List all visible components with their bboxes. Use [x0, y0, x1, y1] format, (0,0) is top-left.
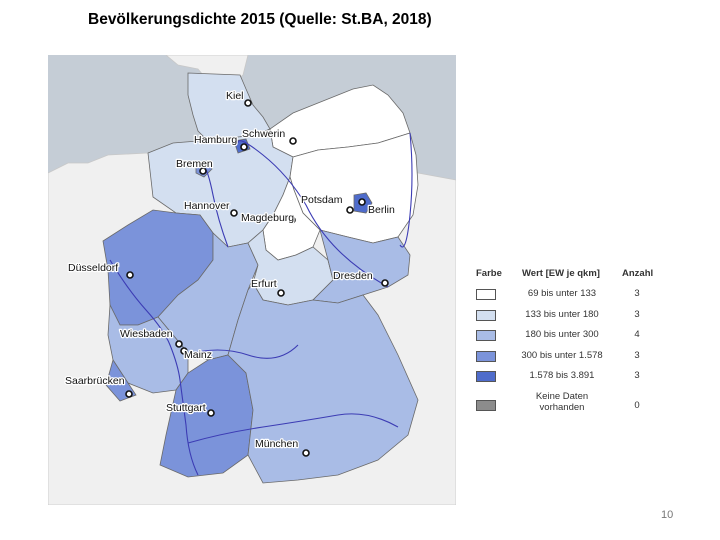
city-marker-magdeburg — [288, 216, 296, 224]
legend-range-class-5: 1.578 bis 3.891 — [529, 370, 595, 381]
legend-header-value: Wert [EW je qkm] — [522, 268, 600, 279]
city-label-erfurt: Erfurt — [251, 278, 277, 290]
legend-swatch-class-1 — [476, 289, 496, 300]
legend-row-no-data: Keine Daten vorhanden 0 — [474, 389, 664, 419]
city-marker-stuttgart — [207, 409, 215, 417]
legend-header-count: Anzahl — [622, 268, 654, 279]
city-label-potsdam: Potsdam — [301, 194, 343, 206]
city-marker-mainz — [180, 347, 188, 355]
city-marker-kiel — [244, 99, 252, 107]
city-marker-wiesbaden — [175, 340, 183, 348]
legend-row-class-2: 133 bis unter 180 3 — [474, 305, 664, 326]
city-markers — [125, 99, 389, 457]
city-label-muenchen: München — [255, 438, 298, 450]
legend-count-no-data: 0 — [634, 399, 640, 411]
legend-range-class-3: 180 bis unter 300 — [525, 329, 599, 340]
city-marker-erfurt — [277, 289, 285, 297]
city-label-saarbruecken: Saarbrücken — [65, 375, 125, 387]
city-label-bremen: Bremen — [176, 158, 213, 170]
legend-swatch-class-4 — [476, 350, 496, 362]
river-main — [185, 344, 299, 359]
legend-range-no-data: Keine Daten vorhanden — [510, 391, 614, 413]
page-title: Bevölkerungsdichte 2015 (Quelle: St.BA, … — [88, 11, 432, 28]
legend-range-class-1: 69 bis unter 133 — [527, 288, 597, 299]
legend-swatch-class-2 — [476, 309, 496, 321]
legend-count-class-2: 3 — [634, 308, 640, 320]
city-marker-bremen — [199, 167, 207, 175]
river-oder — [399, 132, 413, 248]
legend-count-class-5: 3 — [634, 370, 640, 381]
city-marker-schwerin — [289, 137, 297, 145]
river-danube — [187, 413, 399, 444]
city-label-hannover: Hannover — [184, 200, 230, 212]
city-marker-muenchen — [302, 449, 310, 457]
legend-swatch-class-5 — [476, 371, 496, 382]
city-marker-duesseldorf — [126, 271, 134, 279]
legend-no-data-line-1: Keine Daten — [535, 390, 589, 402]
legend-count-class-1: 3 — [634, 288, 640, 299]
legend-no-data-line-2: vorhanden — [539, 401, 585, 413]
city-marker-dresden — [381, 279, 389, 287]
legend-row-class-4: 300 bis unter 1.578 3 — [474, 346, 664, 367]
city-label-duesseldorf: Düsseldorf — [68, 262, 118, 274]
river-elbe — [237, 140, 389, 288]
city-label-hamburg: Hamburg — [194, 134, 237, 146]
legend-range-class-2: 133 bis unter 180 — [525, 308, 599, 320]
legend-swatch-no-data — [476, 399, 496, 411]
legend-row-class-5: 1.578 bis 3.891 3 — [474, 366, 664, 387]
legend-range-class-4: 300 bis unter 1.578 — [521, 349, 603, 361]
page-number: 10 — [661, 509, 674, 521]
legend-header-color: Farbe — [476, 268, 502, 279]
city-marker-saarbruecken — [125, 390, 133, 398]
population-density-map: Kiel Hamburg Schwerin Bremen Hannover Potsdam… — [48, 55, 456, 505]
legend-header: Farbe Wert [EW je qkm] Anzahl — [474, 266, 664, 284]
legend-row-class-3: 180 bis unter 300 4 — [474, 325, 664, 346]
city-label-schwerin: Schwerin — [242, 128, 285, 140]
germany-map-svg: Kiel Hamburg Schwerin Bremen Hannover Potsdam… — [48, 55, 456, 505]
city-label-stuttgart: Stuttgart — [166, 402, 206, 414]
city-labels: Kiel Hamburg Schwerin Bremen Hannover Potsdam… — [64, 89, 397, 452]
legend-row-class-1: 69 bis unter 133 3 — [474, 284, 664, 305]
legend-swatch-class-3 — [476, 330, 496, 341]
city-marker-hamburg — [240, 143, 248, 151]
city-label-berlin: Berlin — [368, 204, 395, 216]
city-marker-potsdam — [346, 206, 354, 214]
legend-count-class-4: 3 — [634, 349, 640, 361]
legend: Farbe Wert [EW je qkm] Anzahl 69 bis unt… — [474, 266, 664, 419]
city-marker-hannover — [230, 209, 238, 217]
city-label-kiel: Kiel — [226, 90, 244, 102]
city-label-dresden: Dresden — [333, 270, 373, 282]
river-rhine — [109, 259, 199, 476]
legend-count-class-3: 4 — [634, 329, 640, 340]
city-marker-berlin — [358, 198, 366, 206]
city-label-wiesbaden: Wiesbaden — [120, 328, 173, 340]
rivers — [109, 132, 413, 476]
city-label-magdeburg: Magdeburg — [241, 212, 294, 224]
city-label-mainz: Mainz — [184, 349, 212, 361]
state-bayern — [227, 282, 419, 484]
